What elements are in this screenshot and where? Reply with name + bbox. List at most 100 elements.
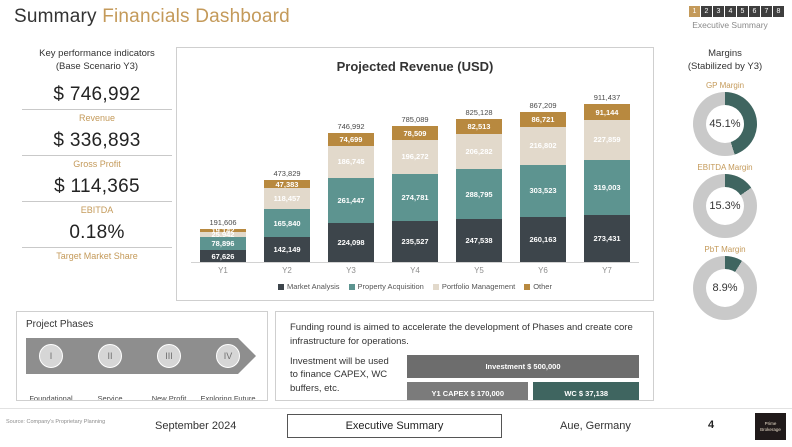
phase-label-I: Foundational: [29, 394, 73, 401]
kpi-value-2: $ 114,365: [54, 175, 140, 197]
bar-segment-Y1-other: 19,142: [200, 228, 246, 233]
bar-segment-Y2-market-analysis: 142,149: [264, 237, 310, 262]
funding-card: Funding round is aimed to accelerate the…: [275, 311, 654, 401]
logo-line-1: Prime: [764, 421, 777, 427]
page-dot-1[interactable]: 1: [689, 6, 700, 17]
phase-label-III: New Profit: [151, 394, 187, 401]
page-dot-2[interactable]: 2: [701, 6, 712, 17]
x-tick-Y1: Y1: [218, 266, 228, 275]
funding-note-text: Investment will be used to finance CAPEX…: [290, 355, 389, 395]
kpi-panel-title: Key performance indicators (Base Scenari…: [22, 48, 172, 74]
phase-label-II: Service Enhancement &: [97, 394, 123, 401]
kpi-title-line2: (Base Scenario Y3): [55, 60, 139, 72]
page-dot-5[interactable]: 5: [737, 6, 748, 17]
bar-segment-Y1-market-analysis: 67,626: [200, 250, 246, 262]
page-dot-3[interactable]: 3: [713, 6, 724, 17]
bar-stack-Y7: 91,144 227,859 319,003 273,431: [584, 104, 630, 262]
bar-segment-Y6-other: 86,721: [520, 112, 566, 128]
phases-arrow-head-icon: [238, 338, 256, 374]
kpi-list: $ 746,992 Revenue $ 336,893 Gross Profit $ 1…: [22, 84, 172, 268]
legend-label: Other: [533, 282, 552, 291]
legend-label: Property Acquisition: [357, 282, 424, 291]
company-logo: Prime Brokerage: [755, 413, 786, 440]
x-tick-Y4: Y4: [410, 266, 420, 275]
project-phases-title: Project Phases: [26, 319, 94, 330]
x-tick-Y3: Y3: [346, 266, 356, 275]
margins-list: GP Margin 45.1% EBITDA Margin 15.3% PbT Marg…: [663, 81, 787, 320]
bar-segment-Y5-portfolio-management: 206,282: [456, 133, 502, 170]
margin-item-1: EBITDA Margin 15.3%: [663, 163, 787, 238]
revenue-chart-card: Projected Revenue (USD) 191,60619,14225,…: [176, 47, 654, 301]
page-title: Summary Financials Dashboard: [14, 6, 290, 28]
phase-marker-III[interactable]: III: [157, 344, 181, 368]
funding-bars: Investment $ 500,000 Y1 CAPEX $ 170,000 …: [407, 354, 639, 400]
footer-city: Aue, Germany: [560, 420, 631, 432]
phase-marker-I[interactable]: I: [39, 344, 63, 368]
phase-marker-IV[interactable]: IV: [216, 344, 240, 368]
bar-segment-Y4-portfolio-management: 196,272: [392, 139, 438, 174]
bar-segment-Y4-other: 78,509: [392, 126, 438, 140]
bar-column-Y7: 911,437 91,144 227,859 319,003 273,431: [584, 93, 630, 262]
kpi-value-3: 0.18%: [69, 221, 125, 243]
margin-item-2: PbT Margin 8.9%: [663, 245, 787, 320]
bar-segment-Y1-portfolio-management: 25,942: [200, 232, 246, 237]
legend-item-other[interactable]: Other: [524, 282, 552, 291]
bar-total-label-Y2: 473,829: [273, 169, 301, 179]
source-note: Source: Company's Proprietary Planning: [6, 419, 106, 425]
legend-item-portfolio-management[interactable]: Portfolio Management: [432, 282, 516, 291]
funding-lead-text: Funding round is aimed to accelerate the…: [290, 322, 633, 347]
bar-column-Y5: 825,128 82,513 206,282 288,795 247,538: [456, 108, 502, 262]
bar-segment-Y7-portfolio-management: 227,859: [584, 120, 630, 160]
bar-column-Y4: 785,089 78,509 196,272 274,781 235,527: [392, 115, 438, 262]
kpi-divider-0: [22, 108, 172, 110]
bar-segment-Y5-property-acquisition: 288,795: [456, 169, 502, 220]
legend-swatch-icon: [348, 283, 355, 290]
bar-segment-Y2-portfolio-management: 118,457: [264, 188, 310, 209]
legend-swatch-icon: [524, 283, 531, 290]
bar-segment-Y3-property-acquisition: 261,447: [328, 178, 374, 224]
phases-arrow: I II III IV: [26, 338, 256, 374]
bar-segment-Y2-other: 47,383: [264, 180, 310, 189]
bar-stack-Y6: 86,721 216,802 303,523 260,163: [520, 112, 566, 262]
page-dot-8[interactable]: 8: [773, 6, 784, 17]
bar-segment-Y4-market-analysis: 235,527: [392, 221, 438, 262]
bar-segment-Y2-property-acquisition: 165,840: [264, 208, 310, 238]
legend-item-market-analysis[interactable]: Market Analysis: [278, 282, 340, 291]
kpi-divider-3: [22, 246, 172, 248]
funding-subbars: Y1 CAPEX $ 170,000 WC $ 37,138: [407, 381, 639, 400]
bar-segment-Y7-property-acquisition: 319,003: [584, 159, 630, 215]
bar-segment-Y6-market-analysis: 260,163: [520, 217, 566, 262]
page-indicator-label: Executive Summary: [692, 20, 768, 30]
chart-x-tick-labels: Y1 Y2 Y3 Y4 Y5 Y6 Y7: [191, 263, 639, 275]
x-tick-Y6: Y6: [538, 266, 548, 275]
legend-swatch-icon: [278, 283, 285, 290]
legend-item-property-acquisition[interactable]: Property Acquisition: [348, 282, 424, 291]
page-dot-7[interactable]: 7: [761, 6, 772, 17]
bar-stack-Y2: 47,383 118,457 165,840 142,149: [264, 180, 310, 262]
chart-legend: Market Analysis Property Acquisition Portf…: [177, 282, 653, 291]
page-dot-6[interactable]: 6: [749, 6, 760, 17]
bar-segment-Y3-market-analysis: 224,098: [328, 223, 374, 262]
legend-swatch-icon: [432, 283, 439, 290]
kpi-label-2: EBITDA: [80, 204, 114, 215]
kpi-label-0: Revenue: [78, 112, 116, 123]
bar-segment-Y3-portfolio-management: 186,745: [328, 145, 374, 179]
page-dot-4[interactable]: 4: [725, 6, 736, 17]
phase-marker-II[interactable]: II: [98, 344, 122, 368]
bar-total-label-Y4: 785,089: [401, 115, 429, 125]
kpi-value-0: $ 746,992: [53, 83, 141, 105]
margin-value-2: 8.9%: [706, 268, 744, 307]
bar-stack-Y5: 82,513 206,282 288,795 247,538: [456, 119, 502, 262]
bar-column-Y2: 473,829 47,383 118,457 165,840 142,149: [264, 169, 310, 262]
project-phases-card: Project Phases I II III IV Foundational Serv…: [16, 311, 268, 401]
bar-total-label-Y5: 825,128: [465, 108, 493, 118]
kpi-label-1: Gross Profit: [73, 158, 121, 169]
margin-label-0: GP Margin: [705, 80, 745, 90]
margin-label-2: PbT Margin: [704, 244, 746, 254]
legend-label: Portfolio Management: [441, 282, 516, 291]
bar-segment-Y7-market-analysis: 273,431: [584, 214, 630, 262]
